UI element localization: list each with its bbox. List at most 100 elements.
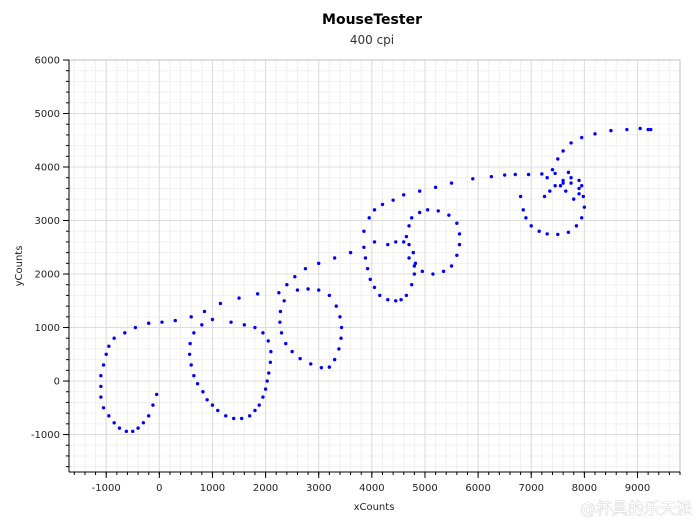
data-point (558, 184, 563, 188)
data-point (609, 128, 613, 133)
data-point (548, 189, 552, 193)
data-point (449, 181, 454, 185)
data-point (577, 186, 581, 191)
data-point (455, 253, 459, 257)
data-point (298, 356, 302, 361)
data-point (265, 379, 269, 383)
data-point (407, 256, 411, 260)
data-point (391, 198, 395, 202)
data-point (279, 331, 284, 335)
data-point (566, 230, 571, 234)
major-gridlines (69, 59, 680, 472)
data-point (404, 234, 409, 239)
data-point (363, 256, 368, 260)
data-point (526, 172, 531, 177)
data-point (365, 266, 370, 271)
data-point (409, 283, 414, 287)
data-point (101, 406, 106, 410)
data-point (192, 331, 196, 335)
data-point (317, 288, 321, 292)
data-point (327, 365, 332, 369)
data-point (154, 392, 159, 397)
data-point (502, 173, 507, 177)
data-point (386, 298, 390, 302)
data-point (489, 174, 494, 179)
y-tick-label: 6000 (35, 56, 60, 67)
data-point (368, 277, 372, 282)
data-point (285, 283, 289, 287)
data-point (146, 321, 151, 325)
data-point (372, 208, 377, 212)
data-point (455, 221, 459, 225)
data-point (160, 320, 164, 324)
x-axis-ticks: -1000 0 1000 2000 3000 4000 5000 6000 7000 8000 90… (73, 472, 681, 494)
data-point (394, 240, 398, 244)
x-tick-label: 3000 (306, 483, 331, 494)
data-point (441, 269, 446, 274)
x-tick-label: 4000 (359, 483, 384, 494)
data-point (537, 229, 541, 233)
data-point (577, 192, 581, 196)
data-point (402, 193, 406, 197)
x-tick-label: 0 (156, 483, 162, 494)
data-point (146, 414, 151, 418)
data-point (266, 339, 270, 343)
data-point (436, 209, 440, 213)
x-tick-label: -1000 (92, 483, 121, 494)
data-point (362, 229, 366, 233)
data-point (561, 149, 565, 153)
data-point (224, 414, 228, 418)
data-point (569, 176, 573, 180)
chart-title: MouseTester (322, 12, 422, 28)
y-tick-label: 3000 (35, 216, 60, 227)
data-point (572, 197, 576, 201)
data-point (309, 362, 313, 366)
y-axis-ticks: -1000 0 1000 2000 3000 4000 5000 6000 (31, 56, 69, 468)
data-point (334, 304, 338, 308)
data-point (205, 398, 209, 402)
data-point (561, 181, 565, 185)
data-point (339, 336, 343, 340)
data-point (372, 240, 377, 244)
data-point (282, 299, 286, 303)
data-point (407, 242, 411, 247)
y-tick-label: 5000 (35, 109, 60, 120)
data-point (569, 141, 573, 145)
data-point (131, 429, 135, 434)
data-point (580, 135, 584, 140)
data-point (141, 421, 146, 425)
data-point (253, 325, 257, 330)
data-point (524, 216, 528, 220)
data-point (581, 194, 586, 199)
data-point (99, 384, 103, 389)
data-point (295, 288, 300, 292)
data-point (267, 371, 271, 375)
data-point (457, 242, 462, 247)
data-point (638, 126, 642, 131)
data-point (319, 365, 324, 370)
data-point (101, 363, 106, 367)
axes (68, 60, 680, 473)
data-point (107, 414, 111, 418)
data-point (99, 373, 103, 378)
data-point (348, 250, 353, 255)
data-point (247, 414, 252, 418)
data-point (593, 132, 597, 136)
data-point (362, 245, 366, 249)
plot-area-frame (68, 59, 681, 473)
data-point (625, 127, 629, 132)
data-point (449, 264, 454, 268)
data-point (425, 208, 430, 212)
data-point (278, 309, 283, 314)
x-tick-label: 9000 (625, 483, 650, 494)
data-point (195, 382, 200, 386)
data-point (409, 216, 414, 220)
data-point (189, 315, 193, 319)
data-point (577, 178, 581, 183)
data-point (529, 224, 533, 228)
data-point (553, 171, 557, 176)
data-point (420, 269, 425, 274)
data-point (553, 184, 557, 188)
x-tick-label: 6000 (465, 483, 490, 494)
